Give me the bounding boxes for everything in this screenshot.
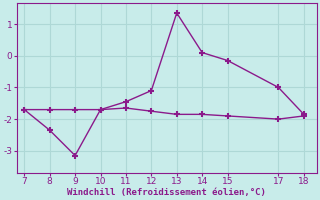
X-axis label: Windchill (Refroidissement éolien,°C): Windchill (Refroidissement éolien,°C) xyxy=(67,188,266,197)
